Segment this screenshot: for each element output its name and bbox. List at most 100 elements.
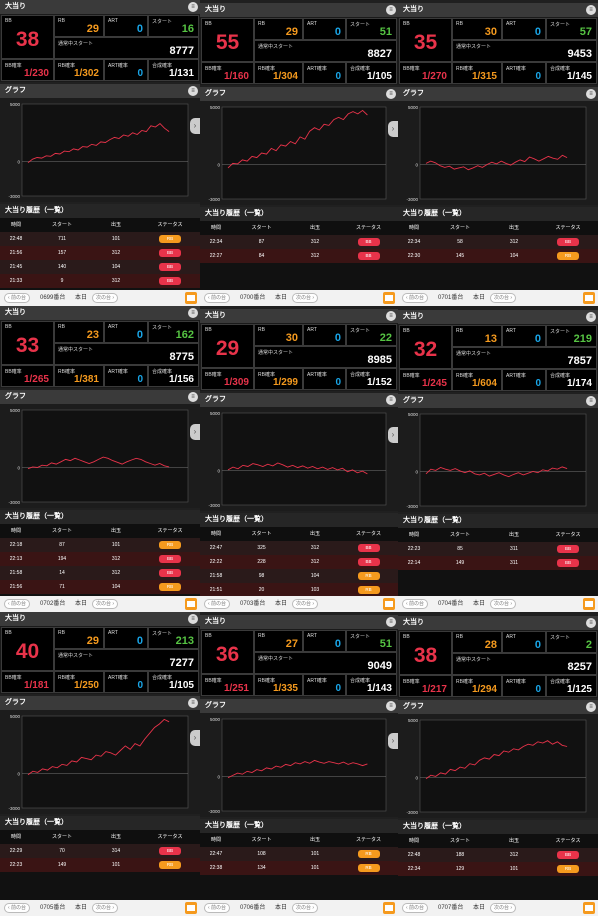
total-prob-cell: 合成確率 1/145: [546, 62, 597, 84]
stats-block: BB 29 RB 30 ART 0 スタート 22 通常中スタート 8985 BB確率 1/309 RB…: [200, 323, 398, 391]
history-row[interactable]: 22:34 87 312 BB: [200, 235, 398, 249]
next-graph-arrow[interactable]: ›: [388, 121, 398, 137]
history-row[interactable]: 22:47 325 312 BB: [200, 541, 398, 555]
history-col-start: スタート: [449, 838, 470, 844]
history-row[interactable]: 22:27 84 312 BB: [200, 249, 398, 263]
menu-icon[interactable]: ≡: [586, 312, 596, 322]
next-machine-button[interactable]: 次の台 ›: [92, 903, 119, 913]
start-count: 51: [379, 638, 392, 650]
next-machine-button[interactable]: 次の台 ›: [292, 293, 319, 303]
next-graph-arrow[interactable]: ›: [190, 118, 200, 134]
history-row[interactable]: 21:56 157 312 BB: [0, 246, 200, 260]
total-start-label: 通常中スタート: [58, 653, 94, 659]
menu-icon[interactable]: ≡: [386, 89, 396, 99]
history-row[interactable]: 22:14 149 311 BB: [398, 556, 598, 570]
prev-machine-button[interactable]: ‹ 前の台: [4, 903, 31, 913]
next-graph-arrow[interactable]: ›: [190, 730, 200, 746]
bb-prob-cell: BB確率 1/230: [1, 59, 54, 81]
rb-prob: 1/315: [471, 71, 497, 82]
history-row[interactable]: 22:29 70 314 BB: [0, 844, 200, 858]
history-out: 104: [509, 253, 519, 259]
history-row[interactable]: 22:47 108 101 RB: [200, 847, 398, 861]
history-out: 101: [310, 865, 320, 871]
menu-icon[interactable]: ≡: [188, 308, 198, 318]
history-row[interactable]: 21:58 14 312 BB: [0, 566, 200, 580]
next-graph-arrow[interactable]: ›: [388, 733, 398, 749]
next-graph-arrow[interactable]: ›: [388, 427, 398, 443]
status-badge: RB: [159, 541, 181, 549]
next-machine-button[interactable]: 次の台 ›: [292, 903, 319, 913]
next-machine-button[interactable]: 次の台 ›: [490, 903, 517, 913]
history-title: 大当り履歴（一覧）: [5, 819, 68, 826]
history-row[interactable]: 22:13 194 312 BB: [0, 552, 200, 566]
section-header-graph: グラフ ≡: [398, 87, 598, 101]
prev-machine-button[interactable]: ‹ 前の台: [204, 293, 231, 303]
history-row[interactable]: 21:45 140 104 BB: [0, 260, 200, 274]
next-machine-button[interactable]: 次の台 ›: [490, 599, 517, 609]
status-badge: RB: [159, 235, 181, 243]
art-prob-cell: ART確率 0: [502, 62, 546, 84]
graph-title: グラフ: [5, 699, 26, 706]
history-row[interactable]: 22:30 145 104 RB: [398, 249, 598, 263]
menu-icon[interactable]: ≡: [386, 311, 396, 321]
menu-icon[interactable]: ≡: [586, 89, 596, 99]
today-label: 本日: [473, 905, 486, 911]
prev-machine-button[interactable]: ‹ 前の台: [4, 599, 31, 609]
history-row[interactable]: 22:22 228 312 BB: [200, 555, 398, 569]
menu-icon[interactable]: ≡: [386, 395, 396, 405]
bb-label: BB: [205, 327, 212, 333]
menu-icon[interactable]: ≡: [188, 86, 198, 96]
prev-machine-button[interactable]: ‹ 前の台: [204, 903, 231, 913]
rb-prob-cell: RB確率 1/381: [54, 365, 104, 387]
menu-icon[interactable]: ≡: [586, 702, 596, 712]
art-label: ART: [108, 630, 118, 636]
history-row[interactable]: 22:18 87 101 RB: [0, 538, 200, 552]
history-row[interactable]: 21:33 9 312 BB: [0, 274, 200, 288]
rb-prob-cell: RB確率 1/250: [54, 671, 104, 693]
menu-icon[interactable]: ≡: [188, 392, 198, 402]
prev-machine-button[interactable]: ‹ 前の台: [402, 903, 429, 913]
art-prob-cell: ART確率 0: [502, 675, 546, 697]
prev-machine-button[interactable]: ‹ 前の台: [402, 293, 429, 303]
history-row[interactable]: 22:38 134 101 RB: [200, 861, 398, 875]
history-start: 20: [258, 587, 265, 593]
history-row[interactable]: 22:23 85 311 BB: [398, 542, 598, 556]
art-prob: 0: [535, 378, 541, 389]
menu-icon[interactable]: ≡: [586, 5, 596, 15]
start-count-cell: スタート 51: [346, 630, 397, 652]
next-graph-arrow[interactable]: ›: [190, 424, 200, 440]
menu-icon[interactable]: ≡: [188, 698, 198, 708]
graph-frame: [221, 412, 387, 506]
prev-machine-button[interactable]: ‹ 前の台: [402, 599, 429, 609]
machine-panel: 大当り ≡ BB 29 RB 30 ART 0 スタート 22 通常中スタート 8985 BB確率 1/3…: [200, 306, 398, 612]
menu-icon[interactable]: ≡: [586, 618, 596, 628]
menu-icon[interactable]: ≡: [386, 701, 396, 711]
history-row[interactable]: 22:23 149 101 RB: [0, 858, 200, 872]
prev-machine-button[interactable]: ‹ 前の台: [4, 293, 31, 303]
next-machine-button[interactable]: 次の台 ›: [92, 293, 119, 303]
prev-machine-button[interactable]: ‹ 前の台: [204, 599, 231, 609]
history-out: 104: [111, 584, 121, 590]
history-row[interactable]: 22:48 711 101 RB: [0, 232, 200, 246]
menu-icon[interactable]: ≡: [188, 614, 198, 624]
history-row[interactable]: 21:51 20 103 RB: [200, 583, 398, 596]
history-row[interactable]: 22:34 129 101 RB: [398, 862, 598, 876]
menu-icon[interactable]: ≡: [386, 5, 396, 15]
menu-icon[interactable]: ≡: [386, 617, 396, 627]
total-start: 9453: [567, 48, 592, 60]
section-header-history: 大当り履歴（一覧）: [200, 819, 398, 833]
next-machine-button[interactable]: 次の台 ›: [92, 599, 119, 609]
history-row[interactable]: 22:48 188 312 BB: [398, 848, 598, 862]
total-start-label: 通常中スタート: [258, 656, 294, 662]
next-machine-button[interactable]: 次の台 ›: [490, 293, 517, 303]
menu-icon[interactable]: ≡: [586, 396, 596, 406]
next-machine-button[interactable]: 次の台 ›: [292, 599, 319, 609]
total-prob-label: 合成確率: [550, 66, 571, 72]
art-count: 0: [136, 329, 143, 341]
art-count-cell: ART 0: [104, 321, 148, 343]
section-title: 大当り: [205, 618, 226, 625]
history-row[interactable]: 21:56 71 104 RB: [0, 580, 200, 594]
history-row[interactable]: 21:58 98 104 RB: [200, 569, 398, 583]
menu-icon[interactable]: ≡: [188, 2, 198, 12]
history-row[interactable]: 22:34 58 312 BB: [398, 235, 598, 249]
